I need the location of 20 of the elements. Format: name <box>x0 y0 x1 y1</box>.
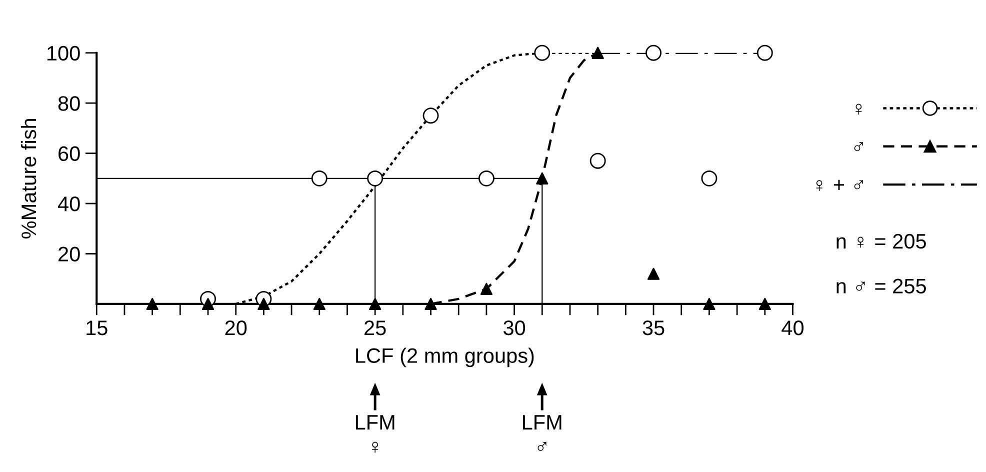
y-tick-label: 20 <box>58 246 80 262</box>
y-tick-label: 80 <box>58 96 80 111</box>
x-tick-label: 25 <box>364 320 386 336</box>
y-tick-label: 60 <box>58 146 80 162</box>
y-axis-title: %Mature fish <box>20 118 36 238</box>
text: n ♂ = 255 <box>836 278 926 294</box>
x-tick-label: 20 <box>225 320 247 336</box>
y-tick-label: 100 <box>47 46 80 61</box>
x-tick-label: 30 <box>504 320 526 336</box>
x-axis-title: LCF (2 mm groups) <box>356 348 534 368</box>
text: n ♀ = 205 <box>836 234 926 249</box>
legend-label: ♀ <box>856 104 862 115</box>
legend-label: ♂ <box>854 142 864 152</box>
y-tick-label: 40 <box>58 196 80 212</box>
x-tick-label: 40 <box>782 320 804 336</box>
text: LFM ♂ <box>522 415 562 451</box>
x-tick-label: 15 <box>86 320 108 336</box>
legend-label: ♀ + ♂ <box>816 180 864 192</box>
x-tick-label: 35 <box>642 320 664 336</box>
text: LFM ♀ <box>356 415 394 453</box>
